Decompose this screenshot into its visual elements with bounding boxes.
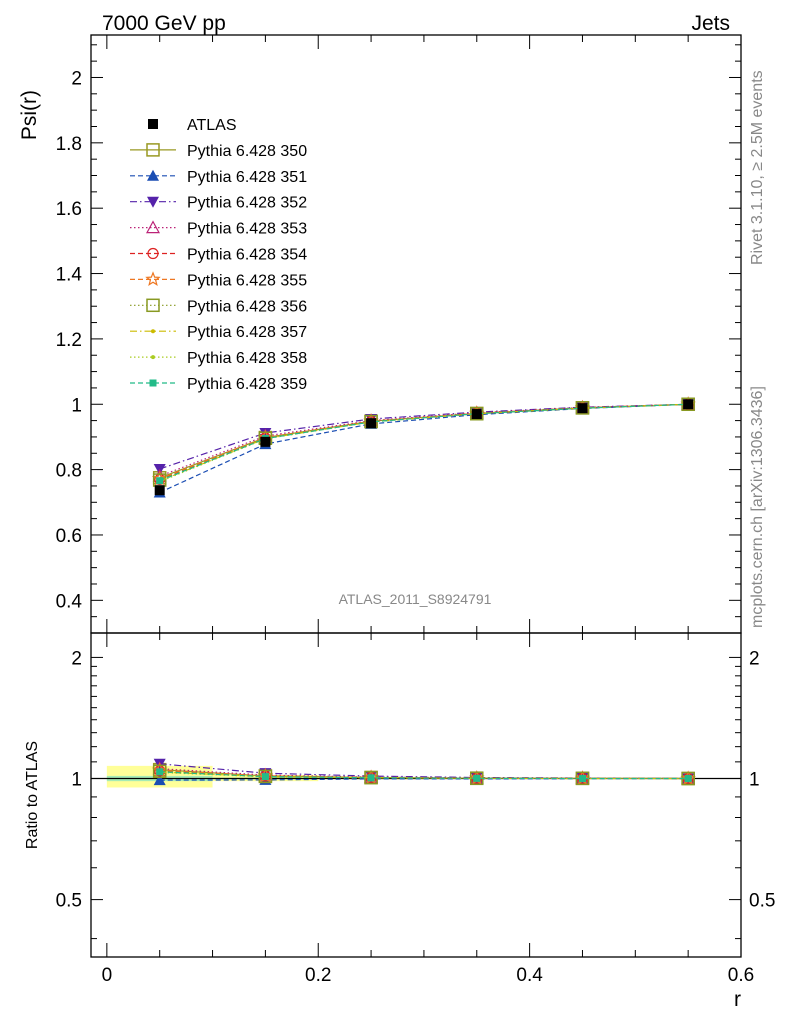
legend-entry: Pythia 6.428 351 (130, 169, 307, 186)
ratio-y-axis-label: Ratio to ATLAS (24, 741, 41, 849)
legend-label: Pythia 6.428 354 (187, 247, 307, 264)
ratio-y-tick-label-right: 2 (749, 648, 760, 669)
data-point (366, 418, 377, 429)
legend-entry: Pythia 6.428 350 (130, 143, 307, 160)
legend-label: Pythia 6.428 359 (187, 376, 307, 393)
y-tick-label: 1.4 (56, 265, 83, 286)
y-tick-label: 0.6 (56, 526, 82, 547)
ratio-series-line (159, 771, 689, 780)
data-point (156, 477, 164, 485)
x-tick-label: 0 (102, 965, 113, 986)
ratio-data-point (152, 764, 167, 779)
legend-entry: Pythia 6.428 356 (130, 298, 307, 315)
analysis-label: ATLAS_2011_S8924791 (339, 591, 492, 607)
legend-label: ATLAS (187, 117, 237, 134)
series-line (159, 403, 689, 470)
ratio-y-tick-label-right: 1 (749, 770, 760, 791)
ratio-data-point (261, 773, 269, 781)
data-point (577, 403, 588, 414)
legend-entry: ATLAS (148, 117, 237, 134)
y-tick-label: 1.2 (56, 330, 82, 351)
ratio-frame (90, 632, 742, 958)
ratio-data-point (367, 774, 375, 782)
x-tick-label: 0.6 (728, 965, 754, 986)
legend-marker (151, 355, 155, 360)
x-axis-label: r (734, 988, 741, 1011)
legend-label: Pythia 6.428 356 (187, 298, 307, 315)
legend-entry: Pythia 6.428 359 (130, 376, 307, 393)
side-label-top: Rivet 3.1.10, ≥ 2.5M events (749, 70, 766, 265)
legend-entry: Pythia 6.428 358 (130, 350, 307, 367)
legend-marker (145, 271, 161, 287)
legend-label: Pythia 6.428 355 (187, 272, 307, 289)
legend-marker (147, 169, 159, 181)
ratio-y-tick-label: 0.5 (56, 891, 82, 912)
axes: 0.4 0.6 0.8 1 1.2 1.4 1.6 1.8 2 0.5 0.5 1 1 2 2 0 0.2 0.4… (56, 34, 775, 986)
data-point (683, 399, 694, 410)
legend-entry: Pythia 6.428 357 (130, 324, 307, 341)
y-tick-label: 0.4 (56, 591, 83, 612)
legend-label: Pythia 6.428 351 (187, 169, 307, 186)
legend-marker (146, 298, 160, 313)
series-line (159, 403, 689, 482)
ratio-y-tick-label: 1 (71, 770, 82, 791)
legend-marker (145, 220, 161, 234)
legend-label: Pythia 6.428 353 (187, 221, 307, 238)
legend-label: Pythia 6.428 358 (187, 350, 307, 367)
x-tick-label: 0.2 (305, 965, 331, 986)
legend-entry: Pythia 6.428 353 (130, 220, 307, 238)
ratio-y-tick-label: 2 (71, 648, 82, 669)
y-tick-label: 1 (71, 395, 82, 416)
header-right-label: Jets (691, 12, 730, 35)
legend-entry: Pythia 6.428 354 (130, 247, 307, 264)
ratio-data-point (578, 775, 586, 783)
side-label-bottom: mcplots.cern.ch [arXiv:1306.3436] (749, 386, 766, 628)
ratio-data-point (473, 774, 481, 782)
header-left-label: 7000 GeV pp (102, 12, 226, 35)
legend-entry: Pythia 6.428 352 (130, 195, 307, 212)
ratio-data-point (156, 768, 164, 776)
legend-marker (147, 196, 159, 208)
legend-marker (151, 329, 155, 334)
data-point (471, 409, 482, 420)
legend-entry: Pythia 6.428 355 (130, 271, 307, 289)
legend-marker (146, 143, 160, 157)
legend-label: Pythia 6.428 350 (187, 143, 307, 160)
legend-label: Pythia 6.428 352 (187, 195, 307, 212)
ratio-data-point (153, 774, 166, 786)
y-tick-label: 1.8 (56, 134, 82, 155)
main-y-axis-label: Psi(r) (18, 90, 41, 140)
data-point (260, 436, 271, 447)
ratio-plot-area (91, 758, 741, 788)
ratio-y-tick-label-right: 0.5 (749, 891, 775, 912)
main-plot-area (151, 396, 696, 498)
y-tick-label: 2 (71, 68, 82, 89)
y-tick-label: 0.8 (56, 461, 82, 482)
legend-label: Pythia 6.428 357 (187, 324, 307, 341)
legend-marker (148, 119, 158, 129)
legend-marker (147, 247, 159, 260)
data-point (154, 485, 165, 496)
legend-marker (149, 379, 157, 387)
legend: ATLAS Pythia 6.428 350 Pythia 6.428 351 Pyt… (130, 117, 307, 393)
series-line (159, 403, 689, 494)
ratio-data-point (684, 775, 692, 783)
y-tick-label: 1.6 (56, 199, 82, 220)
x-tick-label: 0.4 (516, 965, 543, 986)
